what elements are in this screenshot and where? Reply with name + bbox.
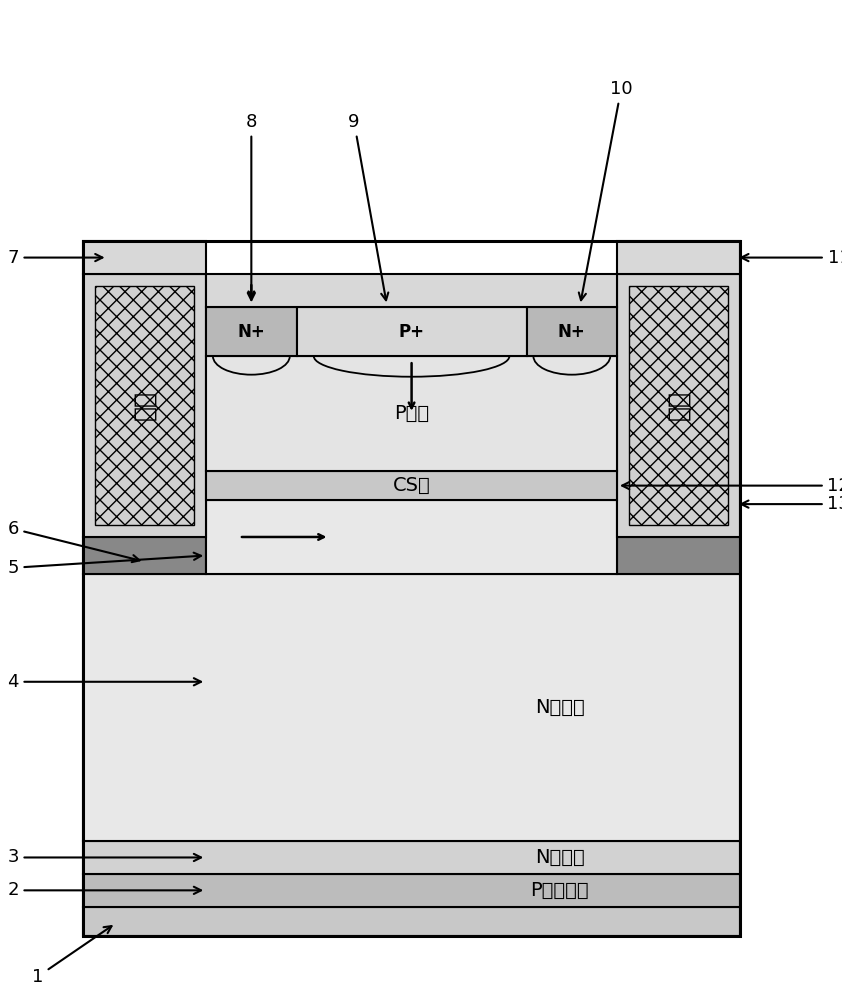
Bar (617, 274, 740, 537)
Text: P基区: P基区 (394, 404, 429, 423)
Text: 12: 12 (622, 477, 842, 495)
Bar (206, 500, 617, 574)
Text: 4: 4 (8, 673, 201, 691)
Text: N缓冲层: N缓冲层 (535, 848, 584, 867)
Bar (629, 286, 728, 525)
Bar (206, 274, 617, 307)
Text: 7: 7 (8, 249, 103, 267)
Text: 5: 5 (8, 553, 201, 577)
Bar (95, 286, 194, 525)
Text: 1: 1 (32, 926, 111, 986)
Text: 10: 10 (578, 80, 632, 300)
Bar (206, 356, 617, 471)
Bar (83, 537, 206, 574)
Text: 栊极: 栊极 (667, 390, 690, 420)
Text: 栊极: 栊极 (132, 390, 157, 420)
Text: 9: 9 (349, 113, 388, 300)
Text: 2: 2 (8, 881, 201, 899)
Text: N+: N+ (237, 323, 265, 341)
Bar (617, 537, 740, 574)
Bar (206, 307, 296, 356)
Bar (526, 307, 617, 356)
Bar (83, 874, 740, 907)
Text: CS层: CS层 (392, 476, 430, 495)
Text: P+: P+ (398, 323, 424, 341)
Text: N+: N+ (558, 323, 586, 341)
Text: P集电极区: P集电极区 (530, 881, 589, 900)
Text: 6: 6 (8, 520, 140, 562)
Bar (83, 907, 740, 936)
Bar (83, 241, 206, 274)
Text: 11: 11 (741, 249, 842, 267)
Bar (296, 307, 526, 356)
Text: 3: 3 (8, 848, 201, 866)
Bar (83, 274, 206, 537)
Bar (83, 574, 740, 841)
Text: 8: 8 (246, 113, 257, 300)
Bar (617, 241, 740, 274)
Bar (83, 841, 740, 874)
Bar (83, 241, 740, 936)
Bar (206, 471, 617, 500)
Text: N漂移区: N漂移区 (535, 698, 584, 717)
Text: 13: 13 (741, 495, 842, 513)
